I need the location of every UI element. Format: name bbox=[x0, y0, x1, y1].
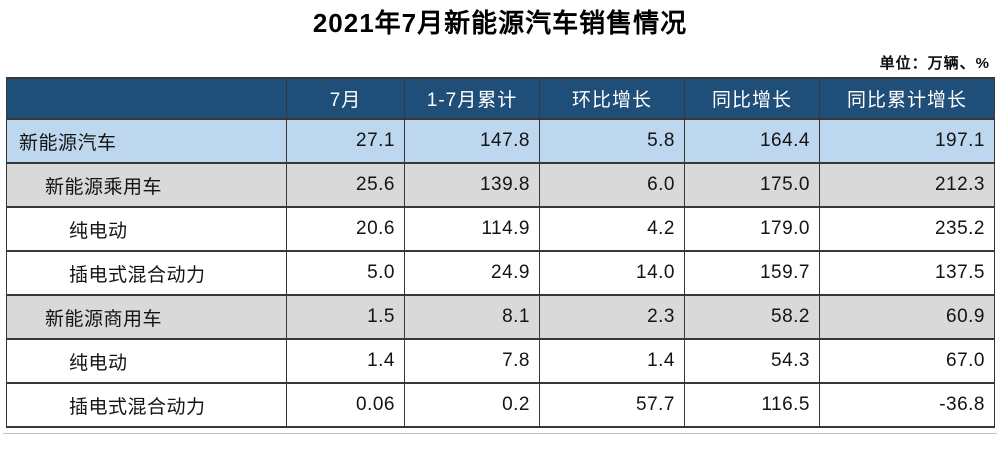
value-cell: 116.5 bbox=[684, 382, 820, 429]
column-header: 同比累计增长 bbox=[819, 77, 995, 121]
value-cell: 2.3 bbox=[539, 294, 685, 341]
table-row: 纯电动 20.6 114.9 4.2 179.0 235.2 bbox=[6, 206, 995, 253]
table-row: 纯电动 1.4 7.8 1.4 54.3 67.0 bbox=[6, 338, 995, 385]
value-cell: 197.1 bbox=[819, 118, 995, 165]
row-label: 插电式混合动力 bbox=[6, 250, 287, 297]
value-cell: 58.2 bbox=[684, 294, 820, 341]
value-cell: 60.9 bbox=[819, 294, 995, 341]
table-row: 新能源汽车 27.1 147.8 5.8 164.4 197.1 bbox=[6, 118, 995, 165]
page-title: 2021年7月新能源汽车销售情况 bbox=[312, 8, 688, 38]
row-label: 新能源商用车 bbox=[6, 294, 287, 341]
value-cell: 1.5 bbox=[286, 294, 405, 341]
table-body: 新能源汽车 27.1 147.8 5.8 164.4 197.1 新能源乘用车 25.6 139… bbox=[6, 118, 995, 429]
value-cell: 0.2 bbox=[404, 382, 540, 429]
value-cell: 27.1 bbox=[286, 118, 405, 165]
value-cell: 57.7 bbox=[539, 382, 685, 429]
value-cell: 5.0 bbox=[286, 250, 405, 297]
value-cell: 179.0 bbox=[684, 206, 820, 253]
value-cell: 67.0 bbox=[819, 338, 995, 385]
bottom-divider bbox=[3, 433, 997, 435]
value-cell: 212.3 bbox=[819, 162, 995, 209]
value-cell: 137.5 bbox=[819, 250, 995, 297]
column-header: 7月 bbox=[286, 77, 405, 121]
value-cell: 0.06 bbox=[286, 382, 405, 429]
row-label: 新能源汽车 bbox=[6, 118, 287, 165]
row-label: 插电式混合动力 bbox=[6, 382, 287, 429]
value-cell: 159.7 bbox=[684, 250, 820, 297]
table-header: 7月 1-7月累计 环比增长 同比增长 同比累计增长 bbox=[6, 77, 995, 121]
column-header: 1-7月累计 bbox=[404, 77, 540, 121]
sales-table: 7月 1-7月累计 环比增长 同比增长 同比累计增长 新能源汽车 27.1 147.8 5.8… bbox=[6, 77, 995, 429]
table-row: 新能源商用车 1.5 8.1 2.3 58.2 60.9 bbox=[6, 294, 995, 341]
value-cell: 1.4 bbox=[286, 338, 405, 385]
value-cell: 20.6 bbox=[286, 206, 405, 253]
value-cell: 8.1 bbox=[404, 294, 540, 341]
corner-header-cell bbox=[6, 77, 287, 121]
row-label: 纯电动 bbox=[6, 206, 287, 253]
value-cell: 175.0 bbox=[684, 162, 820, 209]
value-cell: 5.8 bbox=[539, 118, 685, 165]
value-cell: 147.8 bbox=[404, 118, 540, 165]
unit-note: 单位：万辆、% bbox=[879, 55, 990, 73]
value-cell: 6.0 bbox=[539, 162, 685, 209]
value-cell: -36.8 bbox=[819, 382, 995, 429]
value-cell: 14.0 bbox=[539, 250, 685, 297]
value-cell: 54.3 bbox=[684, 338, 820, 385]
row-label: 新能源乘用车 bbox=[6, 162, 287, 209]
header-row: 7月 1-7月累计 环比增长 同比增长 同比累计增长 bbox=[6, 77, 995, 121]
column-header: 环比增长 bbox=[539, 77, 685, 121]
table-row: 插电式混合动力 0.06 0.2 57.7 116.5 -36.8 bbox=[6, 382, 995, 429]
value-cell: 24.9 bbox=[404, 250, 540, 297]
value-cell: 164.4 bbox=[684, 118, 820, 165]
value-cell: 7.8 bbox=[404, 338, 540, 385]
value-cell: 114.9 bbox=[404, 206, 540, 253]
value-cell: 4.2 bbox=[539, 206, 685, 253]
column-header: 同比增长 bbox=[684, 77, 820, 121]
value-cell: 139.8 bbox=[404, 162, 540, 209]
value-cell: 1.4 bbox=[539, 338, 685, 385]
value-cell: 235.2 bbox=[819, 206, 995, 253]
row-label: 纯电动 bbox=[6, 338, 287, 385]
value-cell: 25.6 bbox=[286, 162, 405, 209]
table-row: 插电式混合动力 5.0 24.9 14.0 159.7 137.5 bbox=[6, 250, 995, 297]
table-row: 新能源乘用车 25.6 139.8 6.0 175.0 212.3 bbox=[6, 162, 995, 209]
